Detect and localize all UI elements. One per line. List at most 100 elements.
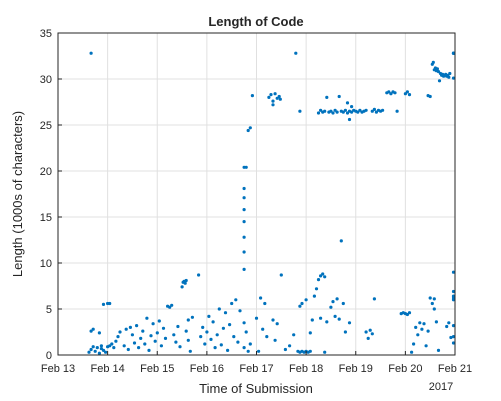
data-point: [126, 347, 130, 352]
data-point: [451, 289, 456, 294]
data-point: [244, 330, 248, 334]
data-point: [372, 297, 376, 301]
data-point: [434, 320, 438, 324]
data-point: [292, 333, 296, 337]
data-point: [368, 328, 372, 332]
data-point: [436, 70, 441, 74]
data-point: [157, 319, 161, 323]
data-point: [389, 92, 393, 96]
data-point: [364, 108, 368, 112]
x-tick-label: Feb 14: [91, 363, 125, 375]
data-point: [265, 335, 269, 339]
data-point: [416, 333, 420, 337]
data-point: [364, 330, 368, 334]
data-point: [325, 95, 329, 99]
data-point: [279, 273, 283, 277]
data-point: [261, 327, 265, 331]
data-point: [298, 109, 302, 113]
data-point: [238, 309, 242, 313]
x-tick-label: Feb 16: [190, 363, 224, 375]
data-point: [269, 93, 273, 97]
data-point: [112, 346, 116, 350]
data-point: [277, 94, 281, 99]
data-point: [341, 301, 345, 306]
data-points: [87, 51, 456, 355]
data-point: [451, 76, 456, 80]
y-tick-label: 35: [40, 28, 52, 40]
data-point: [155, 331, 159, 335]
data-point: [99, 344, 103, 348]
data-point: [174, 340, 178, 344]
data-point: [319, 274, 323, 278]
data-point: [91, 327, 95, 331]
data-point: [201, 325, 205, 329]
data-point: [228, 323, 232, 327]
data-point: [451, 51, 456, 55]
data-point: [254, 316, 259, 320]
data-point: [422, 322, 426, 326]
x-tick-label: Feb 21: [438, 363, 472, 375]
data-point: [271, 99, 275, 103]
x-tick-label: Feb 17: [239, 363, 273, 375]
y-tick-label: 15: [40, 212, 52, 224]
data-point: [203, 342, 207, 346]
data-point: [283, 347, 287, 352]
chart-title: Length of Code: [208, 14, 303, 29]
data-point: [316, 111, 321, 115]
data-point: [451, 335, 456, 339]
data-point: [190, 315, 194, 319]
data-point: [184, 278, 188, 283]
data-point: [267, 95, 271, 99]
data-point: [145, 316, 149, 320]
data-point: [347, 117, 352, 122]
data-point: [387, 90, 391, 94]
data-point: [405, 90, 409, 94]
data-point: [248, 342, 252, 346]
data-point: [319, 316, 323, 320]
data-point: [211, 320, 215, 324]
data-point: [242, 235, 246, 239]
data-point: [170, 303, 174, 307]
data-point: [321, 272, 325, 276]
data-point: [273, 338, 277, 342]
data-point: [271, 318, 275, 322]
data-point: [130, 333, 134, 337]
data-point: [186, 338, 190, 342]
data-point: [101, 348, 106, 352]
y-axis-title: Length (1000s of characters): [10, 111, 25, 277]
data-point: [246, 128, 250, 133]
data-point: [118, 330, 122, 334]
data-point: [242, 321, 246, 325]
data-point: [114, 339, 118, 343]
data-point: [312, 294, 316, 298]
data-point: [223, 311, 228, 315]
y-tick-label: 20: [40, 166, 52, 178]
x-axis-title: Time of Submission: [199, 381, 313, 396]
data-point: [242, 208, 246, 212]
data-point: [139, 336, 143, 340]
data-point: [329, 305, 333, 309]
data-point: [341, 110, 345, 114]
data-point: [242, 196, 246, 200]
data-point: [350, 110, 354, 114]
data-point: [209, 337, 213, 341]
data-point: [407, 93, 412, 97]
data-point: [161, 326, 166, 330]
data-point: [381, 108, 385, 112]
data-point: [323, 275, 327, 279]
data-point: [89, 329, 93, 333]
data-point: [168, 305, 172, 309]
data-point: [275, 322, 279, 326]
data-point: [331, 111, 335, 115]
data-point: [244, 165, 248, 169]
data-point: [428, 94, 432, 99]
data-point: [428, 296, 432, 300]
x-axis: Feb 13 Feb 14 Feb 15 Feb 16 Feb 17 Feb 18 Feb …: [41, 351, 472, 375]
data-point: [230, 301, 234, 306]
data-point: [288, 344, 292, 348]
data-point: [273, 92, 277, 96]
data-point: [335, 110, 339, 114]
data-point: [159, 344, 163, 348]
data-point: [108, 301, 112, 306]
data-point: [236, 340, 240, 344]
